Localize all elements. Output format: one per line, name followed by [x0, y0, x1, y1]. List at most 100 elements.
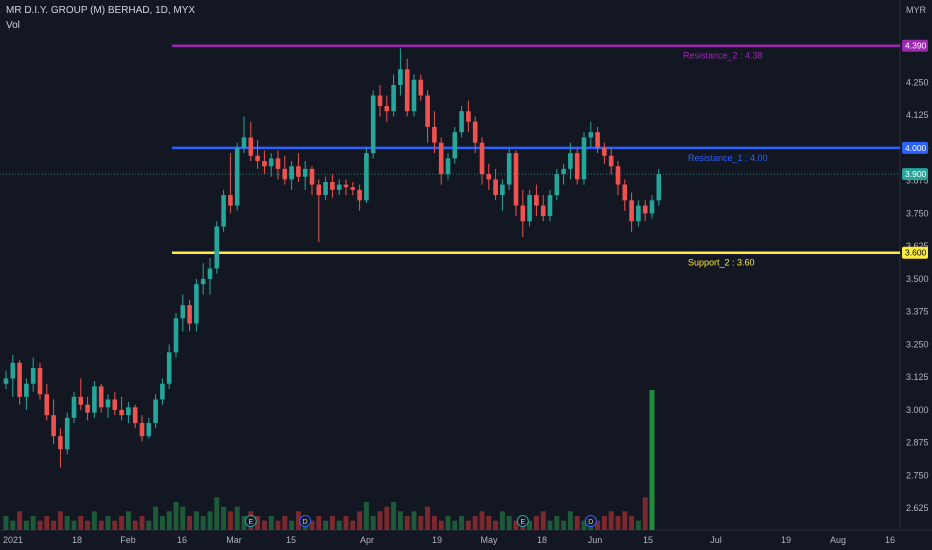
candle[interactable] [595, 126, 600, 154]
candle[interactable] [527, 189, 532, 227]
candle[interactable] [500, 179, 505, 211]
level-lines[interactable]: Resistance_2 : 4.38 Resistance_1 : 4.00 Su… [0, 44, 900, 268]
candle[interactable] [302, 161, 308, 190]
candle[interactable] [126, 402, 131, 424]
candle[interactable] [194, 278, 199, 332]
candle[interactable] [10, 354, 16, 397]
candle[interactable] [173, 312, 179, 358]
candle[interactable] [350, 181, 356, 196]
candle[interactable] [452, 126, 458, 164]
candle[interactable] [656, 168, 662, 206]
candle[interactable] [336, 179, 342, 196]
candle[interactable] [330, 174, 335, 198]
candle[interactable] [71, 391, 77, 424]
candle[interactable] [146, 417, 152, 439]
candle[interactable] [207, 257, 213, 295]
time-axis[interactable]: 2021 18 Feb 16 Mar 15 Apr 19 May 18 Jun 15 Jul 19 Aug 1… [3, 535, 895, 545]
candle[interactable] [554, 168, 560, 201]
candle[interactable] [92, 381, 97, 418]
candle[interactable] [486, 163, 492, 190]
price-axis[interactable]: MYR 4.250 4.125 4.000 3.875 3.750 3.625 3.500 3.… [906, 5, 929, 513]
candle[interactable] [513, 150, 519, 217]
candle[interactable] [493, 168, 498, 201]
candle[interactable] [398, 48, 403, 96]
candle[interactable] [58, 428, 63, 468]
candle[interactable] [241, 116, 247, 154]
dividend-icon[interactable] [299, 515, 312, 527]
candle[interactable] [98, 383, 104, 413]
candle[interactable] [262, 150, 267, 175]
candle[interactable] [64, 412, 70, 455]
candle[interactable] [581, 132, 587, 185]
candle[interactable] [316, 179, 322, 243]
candle[interactable] [418, 74, 424, 101]
candle[interactable] [622, 179, 628, 211]
candle[interactable] [343, 179, 349, 196]
candle[interactable] [37, 362, 43, 400]
candle[interactable] [228, 153, 233, 214]
earnings-icon[interactable] [244, 515, 257, 527]
earnings-icon[interactable] [516, 515, 529, 527]
candles[interactable] [3, 48, 662, 468]
candle[interactable] [377, 85, 383, 117]
candle[interactable] [139, 415, 145, 442]
candle[interactable] [3, 370, 9, 389]
candle[interactable] [466, 100, 471, 133]
candle[interactable] [432, 111, 437, 154]
candle[interactable] [221, 189, 226, 232]
candle[interactable] [561, 163, 566, 185]
candle[interactable] [547, 189, 553, 222]
candle[interactable] [132, 404, 138, 429]
candle[interactable] [323, 176, 328, 201]
candle[interactable] [268, 153, 274, 177]
candle[interactable] [602, 142, 607, 164]
candle[interactable] [119, 396, 124, 421]
candle[interactable] [629, 192, 634, 232]
candle[interactable] [51, 399, 56, 445]
candle[interactable] [384, 95, 390, 122]
candle[interactable] [615, 161, 621, 196]
candle[interactable] [364, 147, 369, 203]
candle[interactable] [309, 166, 315, 196]
candle[interactable] [357, 184, 362, 211]
candle[interactable] [370, 90, 376, 159]
candle[interactable] [438, 137, 444, 185]
candle[interactable] [275, 150, 281, 180]
candle[interactable] [282, 155, 288, 185]
candle[interactable] [296, 153, 301, 182]
candle[interactable] [180, 294, 186, 332]
candle[interactable] [472, 116, 478, 154]
candle[interactable] [479, 137, 485, 185]
candle[interactable] [255, 140, 260, 169]
candle[interactable] [30, 357, 36, 392]
candle[interactable] [187, 299, 192, 332]
candle[interactable] [248, 121, 254, 162]
candle[interactable] [411, 74, 417, 117]
candle[interactable] [17, 360, 22, 405]
candle[interactable] [540, 195, 546, 222]
candle[interactable] [459, 105, 464, 138]
candle[interactable] [105, 394, 111, 418]
candle[interactable] [404, 58, 410, 117]
candle[interactable] [289, 161, 294, 190]
candle[interactable] [534, 184, 539, 217]
candle[interactable] [85, 396, 90, 421]
candle[interactable] [391, 74, 396, 117]
candle[interactable] [166, 344, 172, 389]
candle[interactable] [44, 383, 50, 421]
candle[interactable] [445, 153, 451, 180]
candle[interactable] [506, 147, 512, 190]
candle[interactable] [78, 378, 84, 410]
candle[interactable] [520, 189, 526, 238]
candle[interactable] [200, 263, 206, 295]
candle[interactable] [588, 121, 594, 148]
candle[interactable] [214, 221, 220, 274]
candle[interactable] [112, 391, 118, 416]
dividend-icon[interactable] [584, 515, 597, 527]
candle[interactable] [24, 378, 29, 410]
candle[interactable] [636, 200, 641, 227]
candle[interactable] [642, 200, 648, 222]
candle[interactable] [574, 147, 580, 185]
